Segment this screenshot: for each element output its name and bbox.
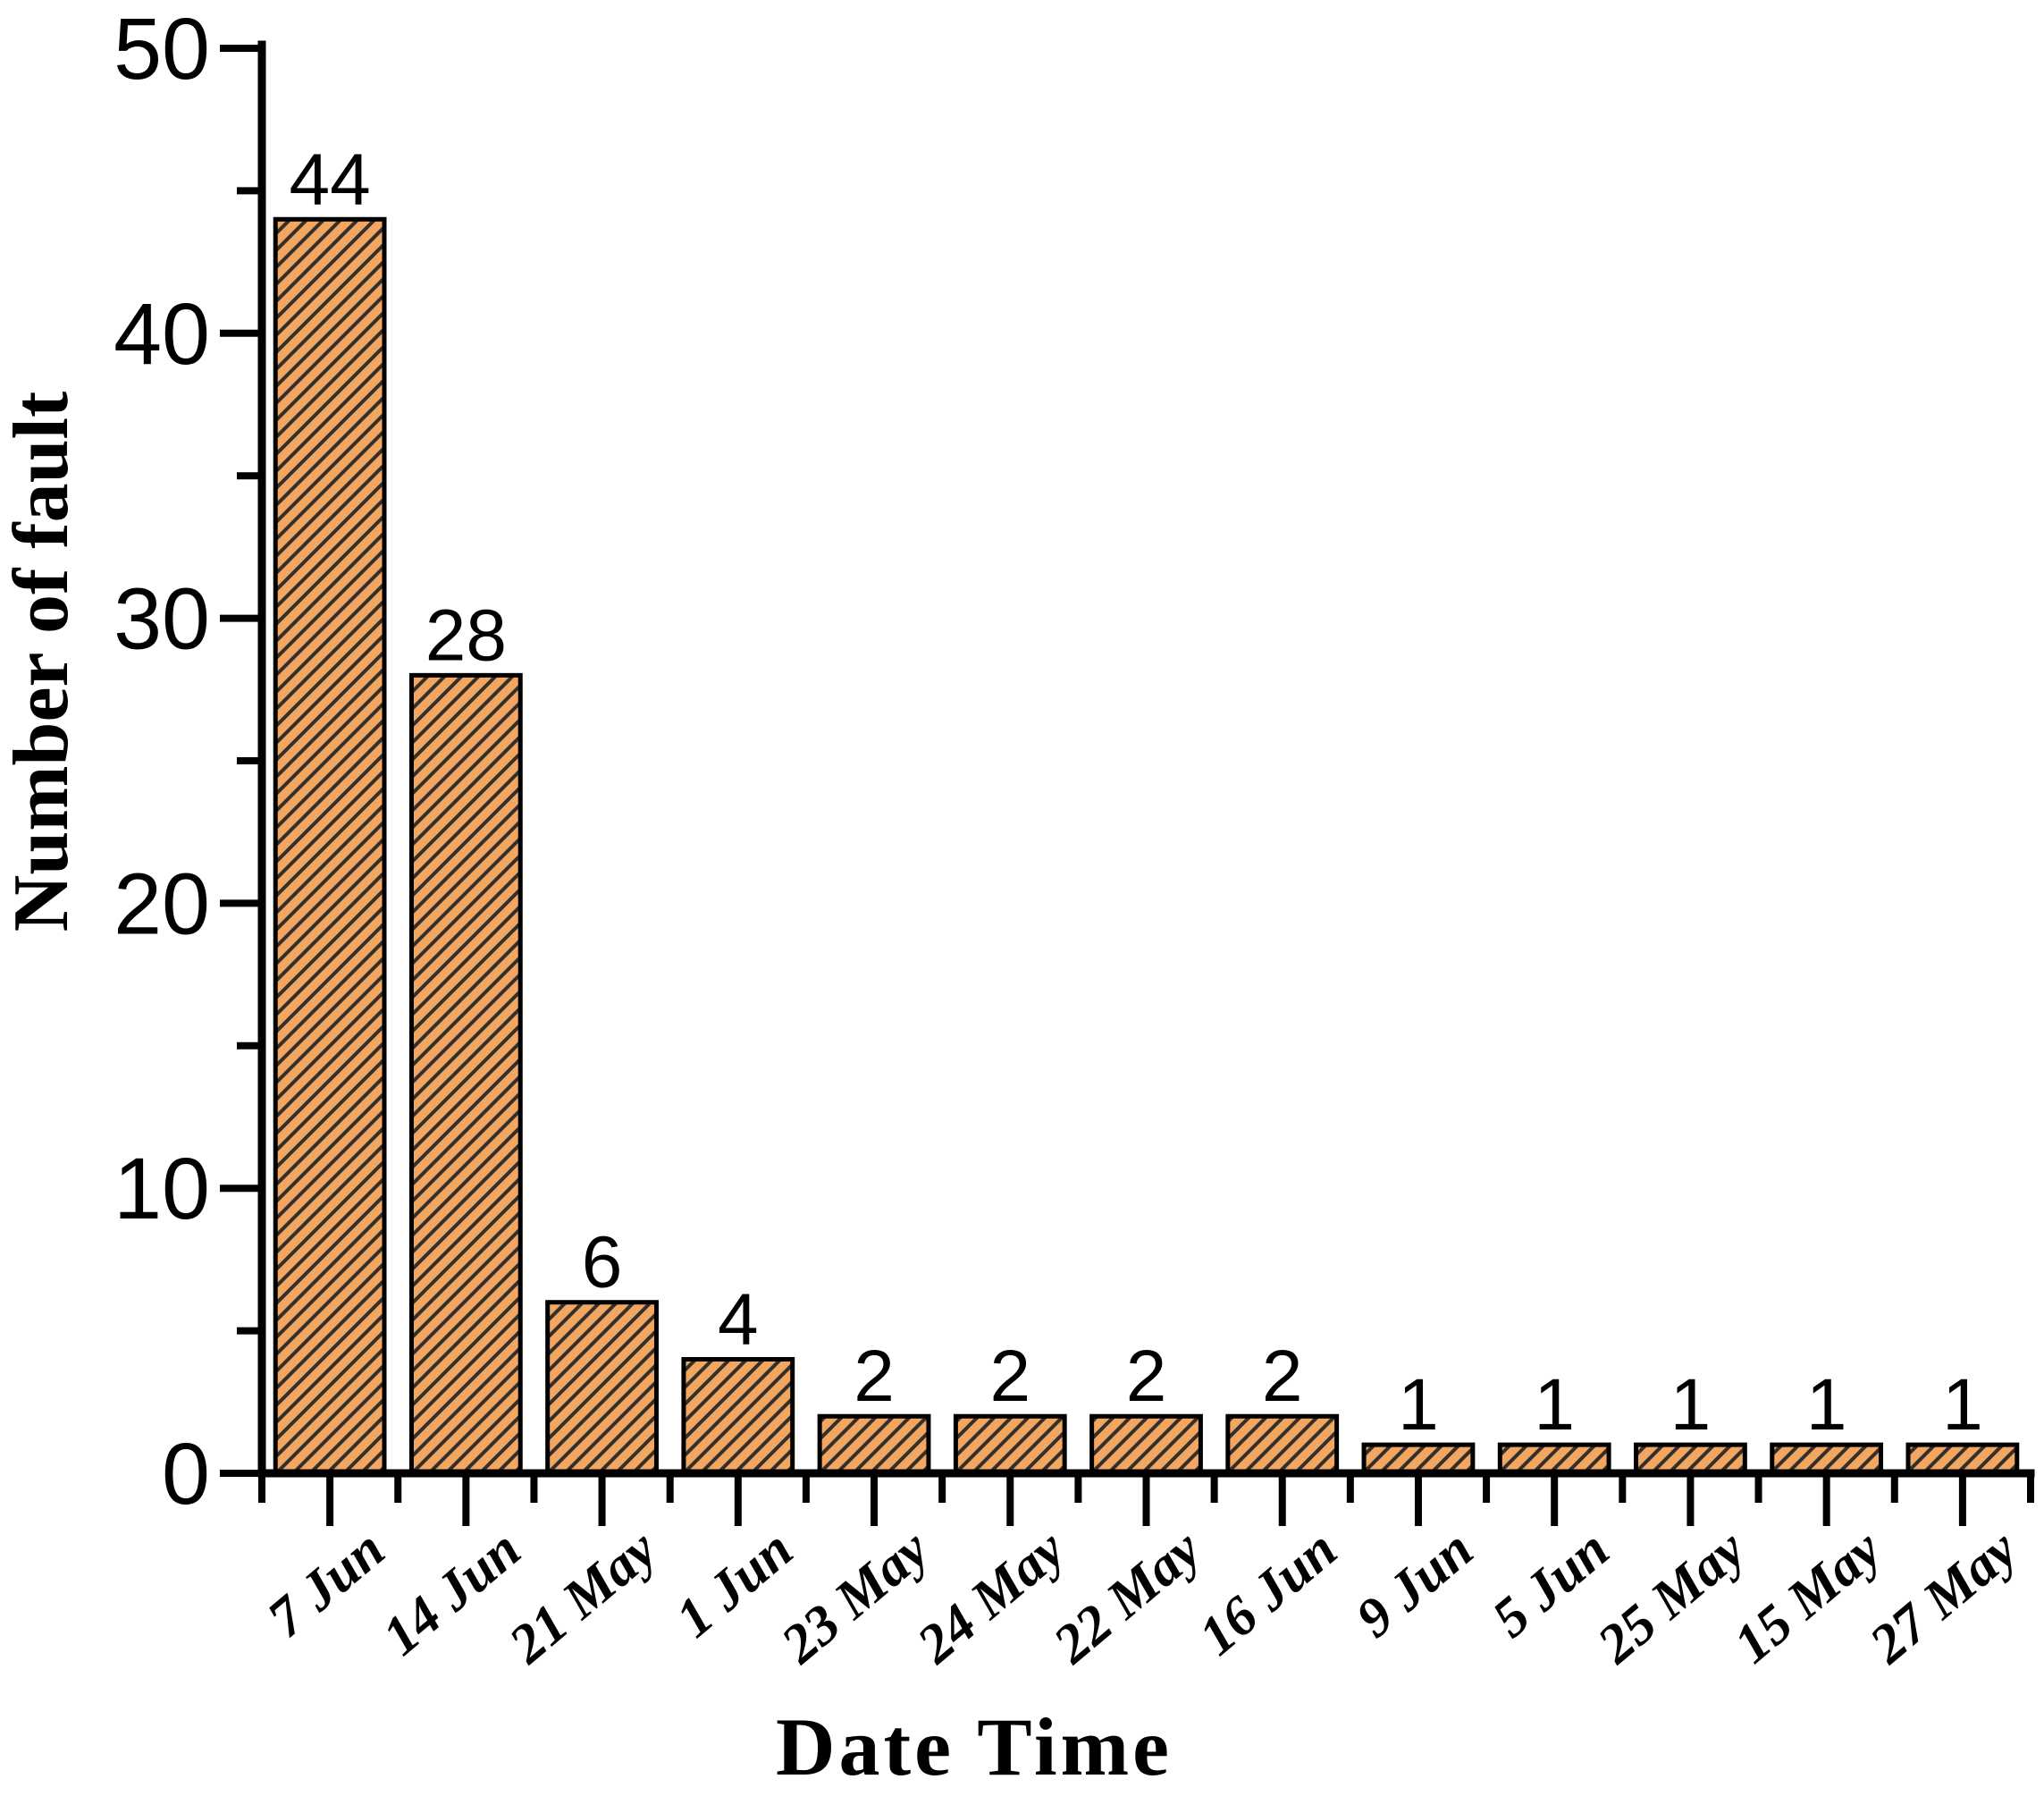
- x-tick-label-23-may: 23 May: [770, 1518, 940, 1675]
- bar-value-label-16-jun: 2: [1262, 1336, 1303, 1417]
- bar-16-jun: [1225, 1413, 1340, 1476]
- y-tick-label: 30: [114, 570, 210, 668]
- x-tick-label-25-may: 25 May: [1586, 1518, 1757, 1675]
- x-axis-title: Date Time: [776, 1701, 1173, 1792]
- bar-24-may: [953, 1413, 1067, 1476]
- bar-27-may: [1905, 1442, 2020, 1476]
- x-tick-label-21-may: 21 May: [498, 1518, 669, 1675]
- bar-7-jun: [273, 216, 387, 1476]
- x-tick-label-22-may: 22 May: [1042, 1518, 1213, 1675]
- y-tick-label: 10: [114, 1140, 210, 1237]
- bar-value-label-1-jun: 4: [718, 1278, 759, 1360]
- x-tick-label-24-may: 24 May: [905, 1518, 1076, 1675]
- bar-value-label-22-may: 2: [1126, 1336, 1167, 1417]
- bar-22-may: [1089, 1413, 1203, 1476]
- bar-25-may: [1634, 1442, 1747, 1476]
- bar-1-jun: [681, 1356, 795, 1476]
- x-tick-label-14-jun: 14 Jun: [372, 1519, 533, 1667]
- bar-value-label-23-may: 2: [854, 1336, 895, 1417]
- bar-value-label-27-may: 1: [1942, 1364, 1983, 1446]
- bar-21-may: [545, 1300, 659, 1476]
- y-tick-label: 20: [114, 855, 210, 952]
- bar-15-may: [1770, 1442, 1884, 1476]
- plot-area: 44 28 6 4 2 2 2 2 1 1 1 1 1: [273, 139, 2020, 1476]
- bar-14-jun: [408, 672, 523, 1476]
- bar-value-label-25-may: 1: [1670, 1364, 1712, 1446]
- bar-value-label-5-jun: 1: [1534, 1364, 1575, 1446]
- x-tick-label-16-jun: 16 Jun: [1188, 1519, 1349, 1667]
- y-tick-label: 40: [114, 285, 210, 383]
- bar-value-label-24-may: 2: [989, 1336, 1030, 1417]
- y-tick-label: 50: [114, 0, 210, 97]
- bar-value-label-9-jun: 1: [1398, 1364, 1439, 1446]
- x-tick-label-7-jun: 7 Jun: [257, 1519, 396, 1649]
- bar-5-jun: [1497, 1442, 1611, 1476]
- bar-9-jun: [1361, 1442, 1476, 1476]
- x-tick-label-15-may: 15 May: [1723, 1518, 1894, 1674]
- x-tick-label-9-jun: 9 Jun: [1345, 1519, 1485, 1649]
- bar-value-label-21-may: 6: [582, 1222, 623, 1303]
- bar-value-label-7-jun: 44: [290, 139, 371, 220]
- bar-23-may: [817, 1413, 931, 1476]
- axes: [220, 40, 2035, 1526]
- y-axis-title: Number of fault: [0, 392, 85, 932]
- x-tick-label-27-may: 27 May: [1858, 1518, 2029, 1675]
- bar-value-label-15-may: 1: [1806, 1364, 1847, 1446]
- y-tick-label: 0: [162, 1425, 210, 1522]
- bar-value-label-14-jun: 28: [425, 594, 507, 676]
